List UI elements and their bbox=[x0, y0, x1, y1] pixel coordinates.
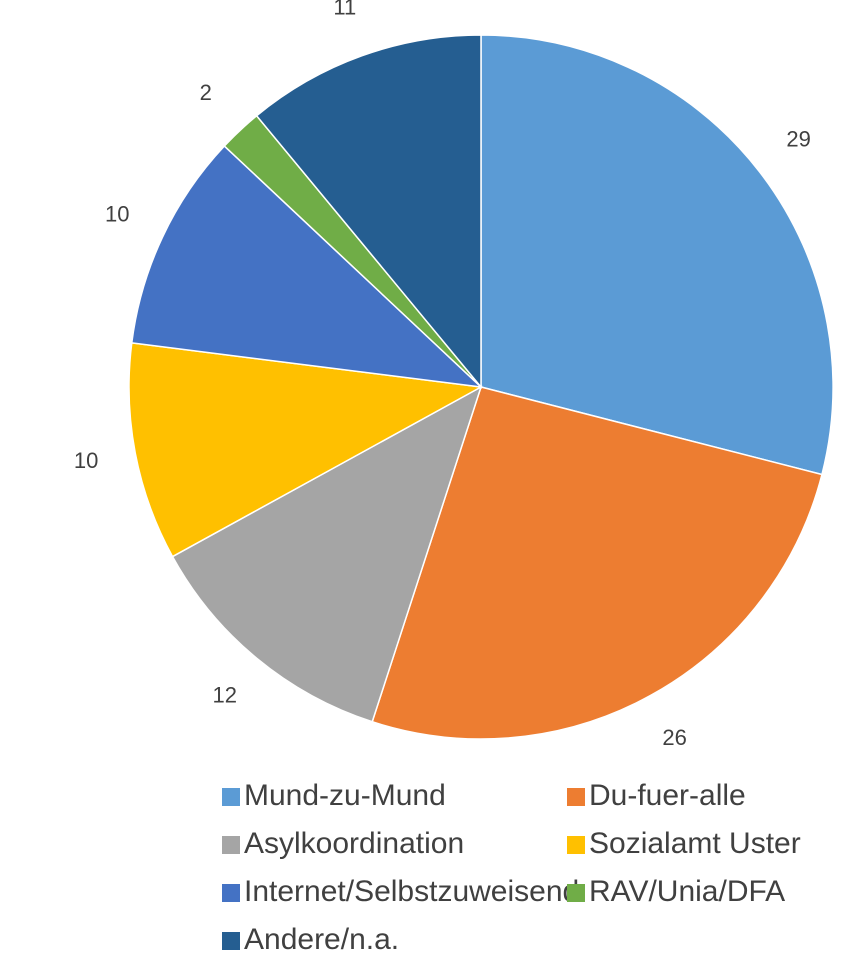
legend-label: RAV/Unia/DFA bbox=[589, 875, 785, 908]
legend-label: Sozialamt Uster bbox=[589, 827, 801, 860]
legend-swatch bbox=[222, 932, 240, 950]
data-label: 26 bbox=[662, 725, 686, 750]
data-label: 10 bbox=[105, 202, 129, 227]
pie-slice bbox=[128, 342, 484, 558]
legend-label: Mund-zu-Mund bbox=[244, 779, 446, 812]
pie-slice bbox=[371, 386, 823, 740]
pie-slice bbox=[130, 144, 484, 389]
data-label: 2 bbox=[200, 80, 212, 105]
legend-swatch bbox=[567, 884, 585, 902]
pie-slice bbox=[480, 34, 834, 476]
data-label: 10 bbox=[74, 448, 98, 473]
data-label: 11 bbox=[333, 0, 356, 20]
legend-label: Asylkoordination bbox=[244, 827, 464, 860]
legend-label: Du-fuer-alle bbox=[589, 779, 746, 812]
legend-label: Internet/Selbstzuweisend bbox=[244, 875, 579, 908]
pie-slice bbox=[171, 385, 483, 723]
legend-swatch bbox=[222, 788, 240, 806]
data-label: 29 bbox=[786, 126, 810, 151]
data-label: 12 bbox=[213, 683, 237, 708]
legend-swatch bbox=[222, 836, 240, 854]
legend-swatch bbox=[567, 788, 585, 806]
legend-swatch bbox=[567, 836, 585, 854]
legend-swatch bbox=[222, 884, 240, 902]
pie-slice bbox=[255, 34, 482, 390]
legend-label: Andere/n.a. bbox=[244, 923, 399, 956]
